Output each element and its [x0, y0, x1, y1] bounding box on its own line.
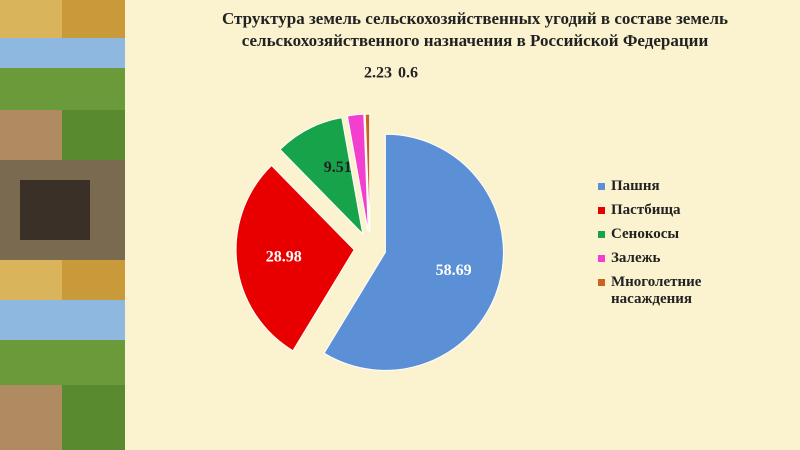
legend-item: Многолетние насаждения — [598, 274, 738, 308]
legend-label: Залежь — [611, 250, 661, 266]
legend-label: Пастбища — [611, 202, 681, 218]
chart-title: Структура земель сельскохозяйственных уг… — [221, 9, 728, 50]
legend-swatch — [598, 183, 605, 190]
legend-swatch — [598, 255, 605, 262]
legend-label: Пашня — [611, 178, 660, 194]
legend-item: Сенокосы — [598, 226, 738, 243]
pie-slice — [235, 164, 355, 352]
legend-label: Многолетние насаждения — [611, 274, 702, 307]
pie-slice — [323, 133, 504, 371]
legend-label: Сенокосы — [611, 226, 680, 242]
legend: Пашня Пастбища Сенокосы Залежь Многолетние н… — [598, 178, 738, 315]
pie-slice — [346, 113, 369, 233]
legend-item: Залежь — [598, 250, 738, 267]
data-label: 9.51 — [324, 159, 352, 176]
legend-swatch — [598, 207, 605, 214]
legend-item: Пашня — [598, 178, 738, 195]
data-label: 0.6 — [398, 65, 418, 82]
legend-swatch — [598, 279, 605, 286]
photo-strip — [0, 0, 125, 450]
pie-slice — [364, 113, 371, 233]
data-label: 28.98 — [266, 249, 302, 266]
legend-swatch — [598, 231, 605, 238]
data-label: 58.69 — [436, 262, 472, 279]
data-label: 2.23 — [364, 65, 392, 82]
pie-slice — [279, 117, 364, 236]
legend-item: Пастбища — [598, 202, 738, 219]
